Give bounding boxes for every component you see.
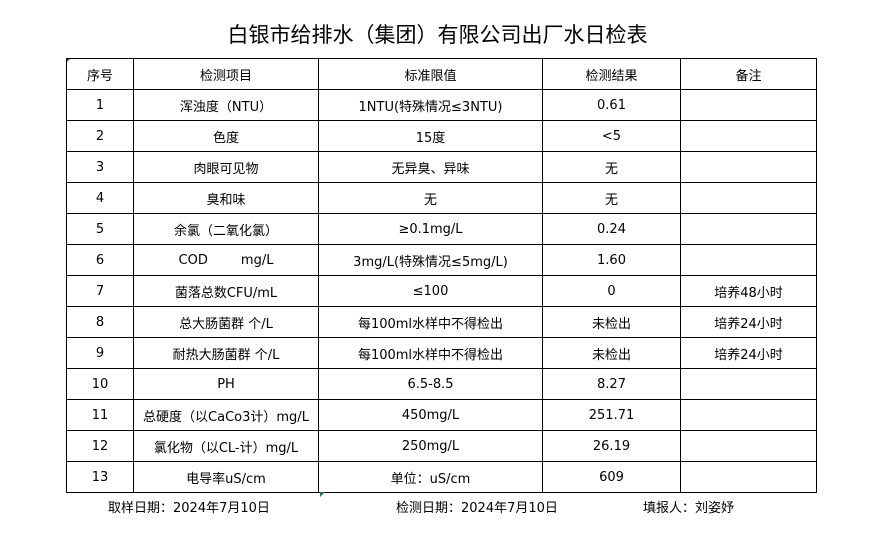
cell-index[interactable]: 13 bbox=[66, 461, 134, 493]
cell-result[interactable]: 未检出 bbox=[542, 337, 681, 369]
cell-index[interactable]: 3 bbox=[66, 151, 134, 183]
cell-index[interactable]: 6 bbox=[66, 244, 134, 276]
cell-standard[interactable]: 6.5-8.5 bbox=[318, 368, 543, 400]
cell-result[interactable]: 8.27 bbox=[542, 368, 681, 400]
cell-index[interactable]: 4 bbox=[66, 182, 134, 214]
cell-index[interactable]: 8 bbox=[66, 306, 134, 338]
cell-item[interactable]: 电导率uS/cm bbox=[133, 461, 319, 493]
table-row: 2 色度 15度 <5 bbox=[66, 120, 817, 152]
cell-index[interactable]: 11 bbox=[66, 399, 134, 431]
cell-item[interactable]: 总硬度（以CaCo3计）mg/L bbox=[133, 399, 319, 431]
cell-result[interactable]: <5 bbox=[542, 120, 681, 152]
cell-result[interactable]: 无 bbox=[542, 151, 681, 183]
cell-item[interactable]: PH bbox=[133, 368, 319, 400]
cell-standard[interactable]: 250mg/L bbox=[318, 430, 543, 462]
cell-item[interactable]: 色度 bbox=[133, 120, 319, 152]
header-item[interactable]: 检测项目 bbox=[133, 58, 319, 90]
cell-index[interactable]: 10 bbox=[66, 368, 134, 400]
cell-remark[interactable] bbox=[680, 244, 817, 276]
cell-remark[interactable] bbox=[680, 430, 817, 462]
cell-result[interactable]: 609 bbox=[542, 461, 681, 493]
table-row: 3 肉眼可见物 无异臭、异味无 bbox=[66, 151, 817, 183]
header-standard[interactable]: 标准限值 bbox=[318, 58, 543, 90]
table-row: 11 总硬度（以CaCo3计）mg/L 450mg/L 251.71 bbox=[66, 399, 817, 431]
cell-item[interactable]: COD mg/L bbox=[133, 244, 319, 276]
table-row: 10 PH 6.5-8.5 8.27 bbox=[66, 368, 817, 400]
header-remark[interactable]: 备注 bbox=[680, 58, 817, 90]
cell-item[interactable]: 臭和味 bbox=[133, 182, 319, 214]
table-row: 1 浑浊度（NTU） 1NTU(特殊情况≤3NTU) 0.61 bbox=[66, 89, 817, 121]
cell-index[interactable]: 1 bbox=[66, 89, 134, 121]
cell-item[interactable]: 浑浊度（NTU） bbox=[133, 89, 319, 121]
sampling-date: 取样日期：2024年7月10日 bbox=[108, 501, 270, 516]
test-date: 检测日期：2024年7月10日 bbox=[396, 501, 558, 516]
cell-standard[interactable]: 15度 bbox=[318, 120, 543, 152]
cell-index[interactable]: 9 bbox=[66, 337, 134, 369]
table-row: 7 菌落总数CFU/mL ≤100 0 培养48小时 bbox=[66, 275, 817, 307]
table-row: 9 耐热大肠菌群 个/L 每100ml水样中不得检出 未检出 培养24小时 bbox=[66, 337, 817, 369]
cell-result[interactable]: 251.71 bbox=[542, 399, 681, 431]
cell-result[interactable]: 26.19 bbox=[542, 430, 681, 462]
header-index[interactable]: 序号 bbox=[66, 58, 134, 90]
table-row: 13 电导率uS/cm 单位：uS/cm 609 bbox=[66, 461, 817, 493]
inspection-table: 序号 检测项目 标准限值 检测结果 备注 1 浑浊度（NTU） 1NTU(特殊情况≤3NTU)… bbox=[66, 58, 817, 493]
cell-remark[interactable] bbox=[680, 399, 817, 431]
cell-result[interactable]: 0.61 bbox=[542, 89, 681, 121]
cell-result[interactable]: 未检出 bbox=[542, 306, 681, 338]
cell-standard[interactable]: ≥0.1mg/L bbox=[318, 213, 543, 245]
cell-item[interactable]: 余氯（二氧化氯） bbox=[133, 213, 319, 245]
cell-remark[interactable]: 培养48小时 bbox=[680, 275, 817, 307]
cell-remark[interactable] bbox=[680, 213, 817, 245]
cell-index[interactable]: 12 bbox=[66, 430, 134, 462]
cell-standard[interactable]: 每100ml水样中不得检出 bbox=[318, 337, 543, 369]
cell-standard[interactable]: 3mg/L(特殊情况≤5mg/L) bbox=[318, 244, 543, 276]
table-row: 4 臭和味无无 bbox=[66, 182, 817, 214]
cell-index[interactable]: 7 bbox=[66, 275, 134, 307]
page-title: 白银市给排水（集团）有限公司出厂水日检表 bbox=[227, 23, 648, 47]
cell-remark[interactable] bbox=[680, 89, 817, 121]
cell-item[interactable]: 氯化物（以CL-计）mg/L bbox=[133, 430, 319, 462]
cell-remark[interactable] bbox=[680, 461, 817, 493]
cell-remark[interactable] bbox=[680, 182, 817, 214]
cell-standard[interactable]: 无 bbox=[318, 182, 543, 214]
cell-item[interactable]: 总大肠菌群 个/L bbox=[133, 306, 319, 338]
cell-standard[interactable]: 单位：uS/cm bbox=[318, 461, 543, 493]
cell-standard[interactable]: 450mg/L bbox=[318, 399, 543, 431]
reporter: 填报人：刘姿妤 bbox=[643, 501, 735, 516]
cell-result[interactable]: 无 bbox=[542, 182, 681, 214]
table-row: 6 COD mg/L 3mg/L(特殊情况≤5mg/L) 1.60 bbox=[66, 244, 817, 276]
cell-standard[interactable]: 1NTU(特殊情况≤3NTU) bbox=[318, 89, 543, 121]
table-row: 12 氯化物（以CL-计）mg/L 250mg/L 26.19 bbox=[66, 430, 817, 462]
cell-standard[interactable]: ≤100 bbox=[318, 275, 543, 307]
cell-remark[interactable]: 培养24小时 bbox=[680, 337, 817, 369]
cell-standard[interactable]: 无异臭、异味 bbox=[318, 151, 543, 183]
cell-index[interactable]: 2 bbox=[66, 120, 134, 152]
cell-item[interactable]: 菌落总数CFU/mL bbox=[133, 275, 319, 307]
table-row: 5 余氯（二氧化氯） ≥0.1mg/L 0.24 bbox=[66, 213, 817, 245]
cell-standard[interactable]: 每100ml水样中不得检出 bbox=[318, 306, 543, 338]
cell-result[interactable]: 0 bbox=[542, 275, 681, 307]
table-row: 8 总大肠菌群 个/L 每100ml水样中不得检出 未检出 培养24小时 bbox=[66, 306, 817, 338]
header-row: 序号 检测项目 标准限值 检测结果 备注 bbox=[66, 58, 817, 90]
header-result[interactable]: 检测结果 bbox=[542, 58, 681, 90]
cell-result[interactable]: 0.24 bbox=[542, 213, 681, 245]
cell-remark[interactable] bbox=[680, 368, 817, 400]
cell-remark[interactable]: 培养24小时 bbox=[680, 306, 817, 338]
cell-remark[interactable] bbox=[680, 120, 817, 152]
cell-marker bbox=[320, 492, 325, 497]
cell-index[interactable]: 5 bbox=[66, 213, 134, 245]
cell-item[interactable]: 耐热大肠菌群 个/L bbox=[133, 337, 319, 369]
cell-remark[interactable] bbox=[680, 151, 817, 183]
cell-item[interactable]: 肉眼可见物 bbox=[133, 151, 319, 183]
cell-result[interactable]: 1.60 bbox=[542, 244, 681, 276]
